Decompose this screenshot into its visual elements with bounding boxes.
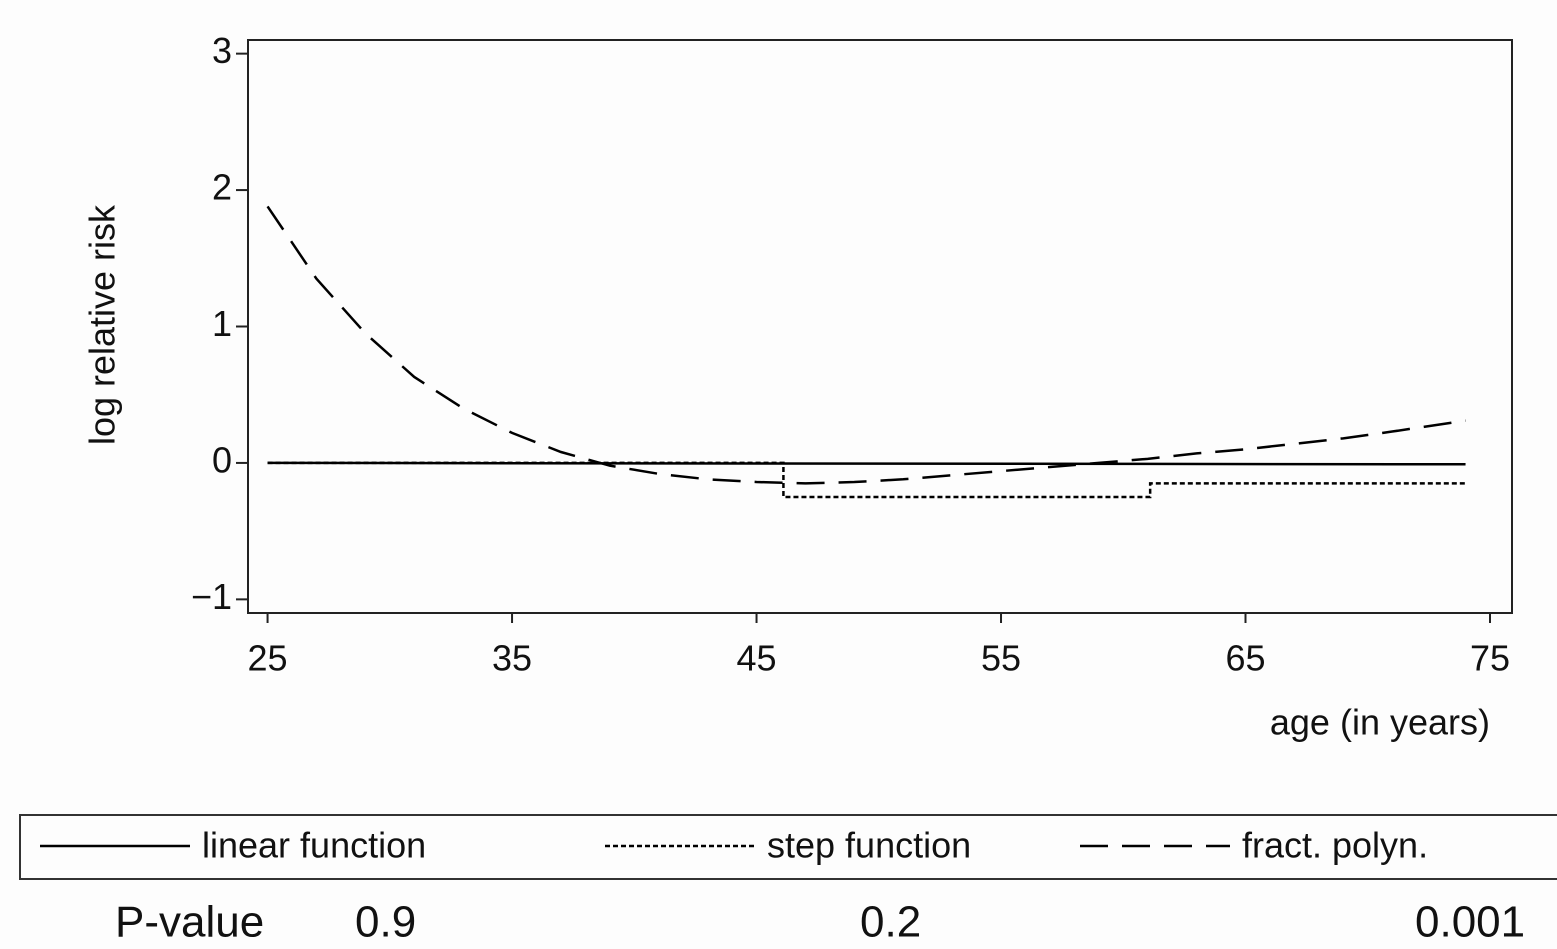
y-tick-label: 0 (212, 439, 232, 480)
p-value-label: P-value (115, 898, 264, 947)
y-tick-label: −1 (191, 576, 232, 617)
legend-label: linear function (202, 825, 426, 866)
x-tick-label: 35 (492, 638, 532, 679)
p-value: 0.001 (1415, 898, 1525, 947)
series-line (267, 461, 1466, 466)
legend-label: step function (767, 825, 971, 866)
legend-label: fract. polyn. (1242, 825, 1428, 866)
x-tick-label: 65 (1225, 638, 1265, 679)
y-axis-title: log relative risk (82, 204, 123, 445)
x-tick-label: 45 (737, 638, 777, 679)
legend-frame (19, 814, 1557, 880)
y-tick-label: 2 (212, 167, 232, 208)
p-value: 0.2 (860, 898, 921, 947)
p-value: 0.9 (355, 898, 416, 947)
y-tick-label: 3 (212, 30, 232, 71)
x-tick-label: 25 (248, 638, 288, 679)
series-line (266, 205, 1466, 485)
x-axis-title: age (in years) (1270, 702, 1490, 743)
y-tick-label: 1 (212, 303, 232, 344)
x-tick-label: 75 (1470, 638, 1510, 679)
x-tick-label: 55 (981, 638, 1021, 679)
